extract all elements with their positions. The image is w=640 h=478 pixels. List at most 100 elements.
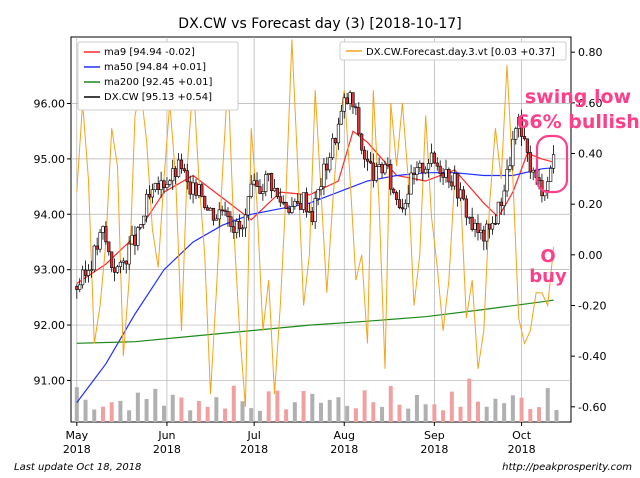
candle-body: [406, 193, 410, 204]
candle-body: [124, 260, 128, 265]
volume-bar: [162, 405, 167, 422]
y-tick-label-right: -0.40: [578, 350, 606, 363]
candle-body: [197, 184, 201, 196]
candle-body: [473, 222, 477, 230]
candle-body: [325, 163, 329, 171]
candle-body: [179, 159, 184, 170]
candle-body: [267, 173, 271, 175]
candle-body: [476, 222, 480, 233]
candle-body: [522, 136, 527, 140]
volume-bar: [214, 397, 219, 422]
candle-body: [464, 198, 468, 218]
candle-body: [551, 154, 556, 169]
candle-body: [485, 223, 489, 242]
candle-body: [238, 220, 242, 230]
x-tick-label-year: 2018: [153, 443, 181, 456]
candle-body: [429, 152, 434, 164]
candle-body: [415, 167, 419, 175]
candle-body: [78, 284, 82, 290]
candle-body: [269, 173, 274, 192]
candle-body: [354, 106, 358, 109]
candle-body: [246, 196, 250, 216]
legend-entry-label: ma200 [92.45 +0.01]: [104, 77, 212, 88]
x-tick-label-year: 2018: [63, 443, 91, 456]
volume-bar: [301, 390, 306, 422]
y-tick-label-right: 0.60: [578, 97, 603, 110]
candle-body: [211, 207, 216, 221]
footer-url: http://peakprosperity.com: [502, 462, 632, 473]
candle-body: [412, 172, 416, 175]
candle-body: [505, 168, 509, 192]
candle-body: [226, 211, 230, 218]
x-tick-label-month: Jul: [246, 429, 260, 442]
volume-bar: [179, 397, 184, 422]
candle-body: [220, 209, 224, 212]
candle-body: [400, 207, 404, 210]
volume-bar: [545, 388, 550, 422]
candle-body: [371, 162, 375, 181]
candle-body: [328, 157, 332, 171]
volume-bar: [441, 410, 446, 422]
volume-bar: [528, 409, 533, 422]
volume-bar: [449, 391, 454, 422]
candle-body: [435, 162, 439, 167]
candle-body: [438, 165, 442, 174]
candle-body: [290, 206, 294, 213]
candle-body: [549, 168, 553, 182]
volume-bar: [170, 394, 175, 422]
candle-body: [432, 152, 436, 164]
candle-body: [525, 138, 529, 153]
candle-body: [304, 192, 309, 213]
candle-body: [519, 117, 524, 137]
volume-bar: [345, 405, 350, 422]
candle-body: [368, 160, 373, 164]
x-tick-label-month: Aug: [334, 429, 355, 442]
volume-bar: [319, 402, 323, 422]
candle-body: [240, 227, 245, 230]
candle-body: [101, 226, 105, 233]
volume-bar: [510, 395, 515, 422]
candle-body: [301, 192, 306, 210]
candle-body: [113, 267, 117, 273]
annotation-swing-low: swing low: [525, 86, 631, 108]
volume-bar: [519, 397, 524, 422]
candle-body: [453, 173, 457, 187]
volume-bar: [257, 410, 262, 422]
candle-body: [156, 183, 160, 190]
y-tick-label-right: -0.20: [578, 299, 606, 312]
candle-body: [531, 169, 535, 173]
candle-body: [95, 245, 99, 250]
y-tick-label-right: 0.80: [578, 46, 603, 59]
volume-bar: [275, 390, 280, 422]
candle-body: [482, 229, 486, 242]
y-tick-label-left: 91.00: [34, 374, 66, 387]
y-tick-label-left: 96.00: [34, 97, 66, 110]
candle-body: [421, 162, 425, 174]
candle-body: [229, 216, 233, 227]
y-tick-label-right: 0.20: [578, 198, 603, 211]
volume-bar: [292, 402, 297, 422]
candle-body: [322, 163, 326, 187]
candle-body: [342, 97, 346, 112]
annotation-highlight-box: [535, 134, 569, 194]
candle-body: [528, 152, 532, 173]
candle-body: [403, 203, 407, 210]
candle-body: [168, 180, 172, 185]
candle-body: [508, 165, 512, 170]
annotation-bullish-pct: 66% bullish: [516, 111, 640, 133]
volume-bar: [397, 404, 402, 422]
legend-entry-label: DX.CW.Forecast.day.3.vt [0.03 +0.37]: [366, 47, 555, 58]
candle-body: [348, 92, 352, 104]
candle-body: [107, 241, 111, 253]
candle-body: [339, 110, 343, 125]
legend-right-box: [339, 41, 567, 61]
volume-bar: [371, 402, 376, 422]
candle-body: [214, 218, 218, 221]
candle-body: [360, 133, 364, 151]
candle-body: [444, 168, 448, 178]
candle-body: [81, 269, 85, 286]
candle-body: [479, 229, 483, 233]
volume-bar: [467, 378, 472, 422]
volume-bar: [118, 400, 123, 422]
